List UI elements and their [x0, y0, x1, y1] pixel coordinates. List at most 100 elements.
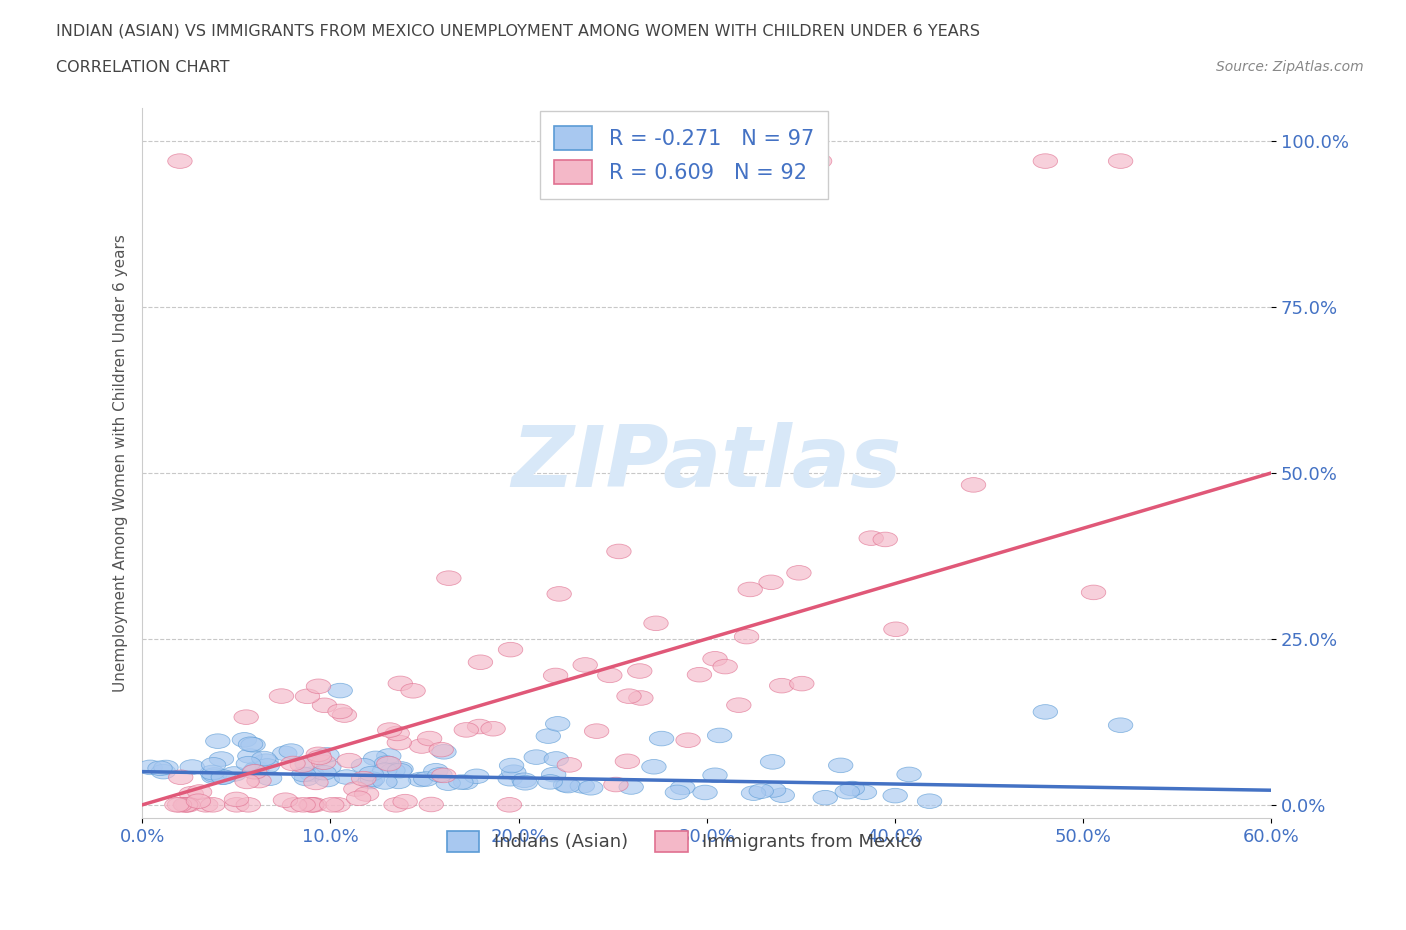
Ellipse shape — [319, 798, 344, 812]
Ellipse shape — [569, 778, 595, 793]
Ellipse shape — [298, 798, 323, 812]
Ellipse shape — [467, 719, 492, 734]
Ellipse shape — [187, 785, 212, 799]
Ellipse shape — [665, 785, 689, 800]
Ellipse shape — [498, 643, 523, 657]
Ellipse shape — [254, 759, 280, 773]
Ellipse shape — [1108, 718, 1133, 733]
Ellipse shape — [423, 764, 449, 778]
Ellipse shape — [437, 571, 461, 586]
Ellipse shape — [1033, 705, 1057, 719]
Ellipse shape — [502, 764, 526, 779]
Ellipse shape — [247, 774, 271, 788]
Ellipse shape — [598, 668, 621, 683]
Ellipse shape — [688, 668, 711, 682]
Ellipse shape — [180, 760, 204, 775]
Ellipse shape — [335, 770, 359, 784]
Ellipse shape — [513, 776, 537, 790]
Ellipse shape — [603, 777, 628, 791]
Ellipse shape — [749, 784, 773, 799]
Ellipse shape — [759, 575, 783, 590]
Ellipse shape — [546, 716, 569, 731]
Ellipse shape — [283, 798, 307, 812]
Ellipse shape — [233, 710, 259, 724]
Ellipse shape — [727, 698, 751, 712]
Ellipse shape — [676, 733, 700, 748]
Ellipse shape — [468, 655, 492, 670]
Ellipse shape — [222, 766, 246, 781]
Ellipse shape — [738, 582, 762, 597]
Ellipse shape — [224, 792, 249, 806]
Ellipse shape — [628, 691, 654, 705]
Ellipse shape — [148, 761, 173, 776]
Ellipse shape — [543, 668, 568, 683]
Ellipse shape — [373, 763, 396, 777]
Ellipse shape — [418, 731, 441, 746]
Ellipse shape — [436, 776, 460, 790]
Ellipse shape — [165, 798, 190, 812]
Ellipse shape — [312, 755, 336, 769]
Ellipse shape — [873, 532, 897, 547]
Ellipse shape — [557, 758, 582, 772]
Ellipse shape — [703, 768, 727, 782]
Ellipse shape — [346, 790, 371, 805]
Ellipse shape — [354, 787, 378, 802]
Ellipse shape — [962, 478, 986, 492]
Ellipse shape — [787, 565, 811, 580]
Ellipse shape — [242, 764, 267, 778]
Ellipse shape — [211, 770, 236, 785]
Ellipse shape — [917, 794, 942, 808]
Ellipse shape — [574, 658, 598, 672]
Text: CORRELATION CHART: CORRELATION CHART — [56, 60, 229, 75]
Ellipse shape — [352, 758, 375, 773]
Ellipse shape — [359, 766, 384, 781]
Ellipse shape — [209, 751, 233, 766]
Ellipse shape — [294, 771, 319, 786]
Ellipse shape — [644, 616, 668, 631]
Ellipse shape — [578, 780, 603, 795]
Ellipse shape — [544, 751, 568, 766]
Ellipse shape — [481, 722, 505, 736]
Ellipse shape — [312, 765, 336, 780]
Ellipse shape — [242, 764, 267, 779]
Ellipse shape — [281, 756, 305, 771]
Ellipse shape — [607, 544, 631, 559]
Ellipse shape — [616, 754, 640, 768]
Ellipse shape — [152, 764, 176, 779]
Ellipse shape — [693, 785, 717, 800]
Ellipse shape — [555, 778, 581, 793]
Ellipse shape — [770, 788, 794, 803]
Ellipse shape — [813, 790, 838, 805]
Ellipse shape — [167, 798, 191, 812]
Ellipse shape — [499, 758, 524, 773]
Ellipse shape — [707, 728, 733, 743]
Ellipse shape — [201, 798, 225, 812]
Ellipse shape — [377, 756, 401, 771]
Ellipse shape — [377, 723, 402, 737]
Ellipse shape — [884, 622, 908, 636]
Ellipse shape — [337, 753, 361, 768]
Ellipse shape — [173, 798, 197, 812]
Ellipse shape — [232, 733, 257, 747]
Ellipse shape — [225, 798, 249, 812]
Ellipse shape — [194, 798, 218, 812]
Ellipse shape — [554, 777, 578, 792]
Ellipse shape — [374, 756, 399, 770]
Ellipse shape — [839, 781, 865, 796]
Ellipse shape — [883, 789, 907, 803]
Ellipse shape — [381, 764, 405, 777]
Ellipse shape — [254, 754, 278, 768]
Ellipse shape — [619, 779, 644, 794]
Legend: Indians (Asian), Immigrants from Mexico: Indians (Asian), Immigrants from Mexico — [440, 823, 928, 858]
Ellipse shape — [835, 784, 859, 799]
Ellipse shape — [547, 587, 571, 601]
Ellipse shape — [273, 746, 297, 761]
Ellipse shape — [299, 767, 325, 781]
Ellipse shape — [302, 798, 326, 812]
Ellipse shape — [153, 760, 179, 775]
Ellipse shape — [326, 798, 350, 812]
Ellipse shape — [828, 758, 853, 773]
Ellipse shape — [388, 676, 412, 691]
Ellipse shape — [236, 756, 260, 771]
Text: ZIPatlas: ZIPatlas — [512, 421, 901, 505]
